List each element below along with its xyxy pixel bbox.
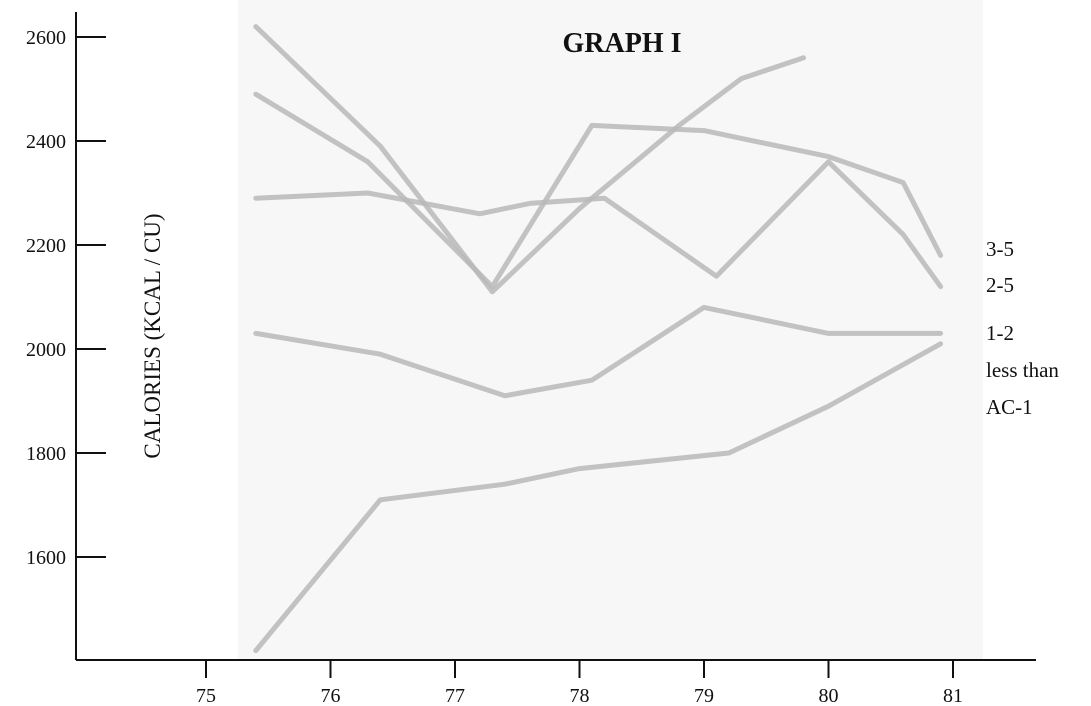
series-line-5 [253, 341, 944, 654]
series-line-2 [253, 91, 944, 290]
end-label-less-than: less than [986, 358, 1059, 382]
end-label-3-5: 3-5 [986, 237, 1014, 261]
y-tick-label: 2200 [26, 235, 66, 257]
x-tick-label: 79 [694, 685, 714, 706]
y-tick-label: 2600 [26, 27, 66, 49]
plot-shading [238, 0, 983, 660]
x-axis-ticks: 75 76 77 78 79 80 81 [196, 660, 963, 706]
series-layer [253, 24, 944, 654]
x-tick-label: 80 [819, 685, 839, 706]
x-tick-label: 78 [570, 685, 590, 706]
end-label-2-5: 2-5 [986, 273, 1014, 297]
x-tick-label: 81 [943, 685, 963, 706]
y-tick-label: 2400 [26, 131, 66, 153]
y-tick-label: 2000 [26, 339, 66, 361]
x-tick-label: 76 [321, 685, 341, 706]
series-line-4 [253, 304, 944, 399]
y-tick-label: 1800 [26, 443, 66, 465]
y-axis-label: CALORIES (KCAL / CU) [140, 213, 165, 458]
chart-title: GRAPH I [563, 28, 682, 59]
x-tick-label: 75 [196, 685, 216, 706]
x-tick-label: 77 [445, 685, 465, 706]
end-label-ac-1: AC-1 [986, 395, 1033, 419]
series-line-1 [253, 24, 807, 295]
end-label-1-2: 1-2 [986, 321, 1014, 345]
y-tick-label: 1600 [26, 547, 66, 569]
series-line-3 [253, 159, 944, 290]
y-axis-ticks: 1600 1800 2000 2200 2400 2600 [26, 27, 106, 569]
